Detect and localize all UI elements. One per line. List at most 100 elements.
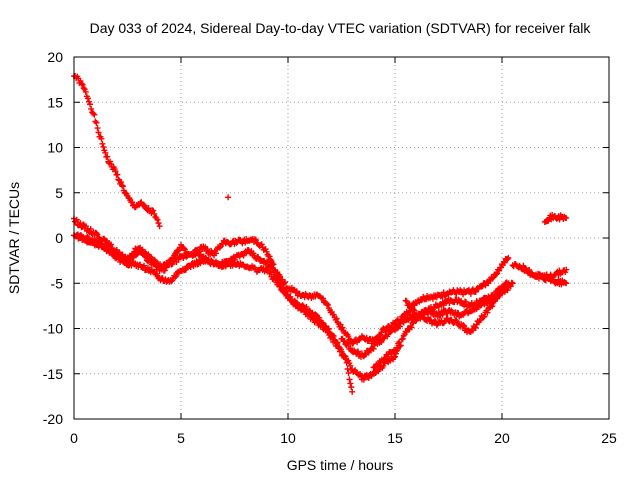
data-point xyxy=(410,306,417,313)
data-point xyxy=(355,348,362,355)
data-point xyxy=(258,241,265,248)
data-point xyxy=(77,220,84,227)
data-point xyxy=(324,301,331,308)
data-point xyxy=(82,88,89,95)
data-point xyxy=(489,303,496,310)
data-point xyxy=(94,125,101,132)
data-point xyxy=(505,284,512,291)
data-point xyxy=(328,333,335,340)
data-point xyxy=(152,270,159,277)
data-point xyxy=(109,248,116,255)
data-point xyxy=(154,216,161,223)
x-axis-label: GPS time / hours xyxy=(287,457,394,473)
data-point xyxy=(396,323,403,330)
data-point xyxy=(93,119,100,126)
y-tick-label: -5 xyxy=(51,275,64,291)
data-point xyxy=(79,81,86,88)
x-tick-label: 0 xyxy=(70,430,78,446)
data-point xyxy=(225,194,232,201)
data-point xyxy=(277,273,284,280)
data-point xyxy=(78,80,85,87)
series-track-d xyxy=(402,279,516,336)
data-point xyxy=(287,293,294,300)
series-track-a xyxy=(71,215,512,347)
data-point xyxy=(87,101,94,108)
data-point xyxy=(262,246,269,253)
data-point xyxy=(205,256,212,263)
data-point xyxy=(156,223,163,230)
data-point xyxy=(173,272,180,279)
series-outlier xyxy=(225,194,232,201)
data-point xyxy=(345,341,352,348)
y-tick-label: -15 xyxy=(43,366,63,382)
data-point xyxy=(114,171,121,178)
data-point xyxy=(563,280,570,287)
data-point xyxy=(378,339,385,346)
x-tick-label: 25 xyxy=(601,430,617,446)
data-point xyxy=(84,95,91,102)
data-point xyxy=(268,262,275,269)
data-point xyxy=(349,388,356,395)
data-point xyxy=(141,262,148,269)
series-late-upper xyxy=(541,211,570,225)
data-point xyxy=(270,268,277,275)
data-point xyxy=(484,309,491,316)
data-point xyxy=(118,182,125,189)
data-point xyxy=(119,257,126,264)
data-point xyxy=(194,248,201,255)
data-point xyxy=(360,376,367,383)
data-point xyxy=(175,248,182,255)
data-point xyxy=(187,263,194,270)
data-point xyxy=(278,282,285,289)
data-point xyxy=(418,297,425,304)
data-point xyxy=(182,266,189,273)
data-point xyxy=(112,168,119,175)
data-point xyxy=(408,324,415,331)
data-point xyxy=(408,315,415,322)
series-late-mid xyxy=(520,262,570,282)
data-point xyxy=(472,324,479,331)
data-point xyxy=(80,85,87,92)
data-point xyxy=(509,280,516,287)
series-track-c xyxy=(75,233,356,395)
data-point xyxy=(333,315,340,322)
data-point xyxy=(325,328,332,335)
axis-ticks: 0 5 10 15 20 25 -20 -15 -10 -5 0 5 10 15 20 xyxy=(43,49,617,446)
data-point xyxy=(129,199,136,206)
data-point xyxy=(347,380,354,387)
data-point xyxy=(292,298,299,305)
data-point xyxy=(394,344,401,351)
data-point xyxy=(204,246,211,253)
series-upper-descending xyxy=(71,73,163,230)
data-point xyxy=(505,254,512,261)
data-point xyxy=(95,129,102,136)
data-point xyxy=(334,340,341,347)
data-point xyxy=(342,356,349,363)
data-point xyxy=(347,362,354,369)
y-tick-label: -10 xyxy=(43,321,63,337)
grid-lines xyxy=(74,57,609,419)
data-point xyxy=(252,237,259,244)
y-tick-label: 15 xyxy=(47,94,63,110)
series-track-e xyxy=(370,339,403,371)
data-point xyxy=(161,267,168,274)
data-point xyxy=(323,300,330,307)
data-point xyxy=(435,309,442,316)
data-point xyxy=(266,253,273,260)
data-point xyxy=(282,279,289,286)
data-point xyxy=(460,322,467,329)
data-point xyxy=(88,105,95,112)
data-points xyxy=(71,73,570,395)
data-point xyxy=(472,288,479,295)
data-point xyxy=(496,267,503,274)
data-point xyxy=(337,346,344,353)
x-tick-label: 10 xyxy=(280,430,296,446)
chart-title: Day 033 of 2024, Sidereal Day-to-day VTE… xyxy=(90,20,592,36)
data-point xyxy=(90,110,97,117)
data-point xyxy=(155,220,162,227)
data-point xyxy=(87,225,94,232)
data-point xyxy=(99,140,106,147)
data-point xyxy=(504,256,511,263)
data-point xyxy=(345,333,352,340)
data-point xyxy=(455,296,462,303)
